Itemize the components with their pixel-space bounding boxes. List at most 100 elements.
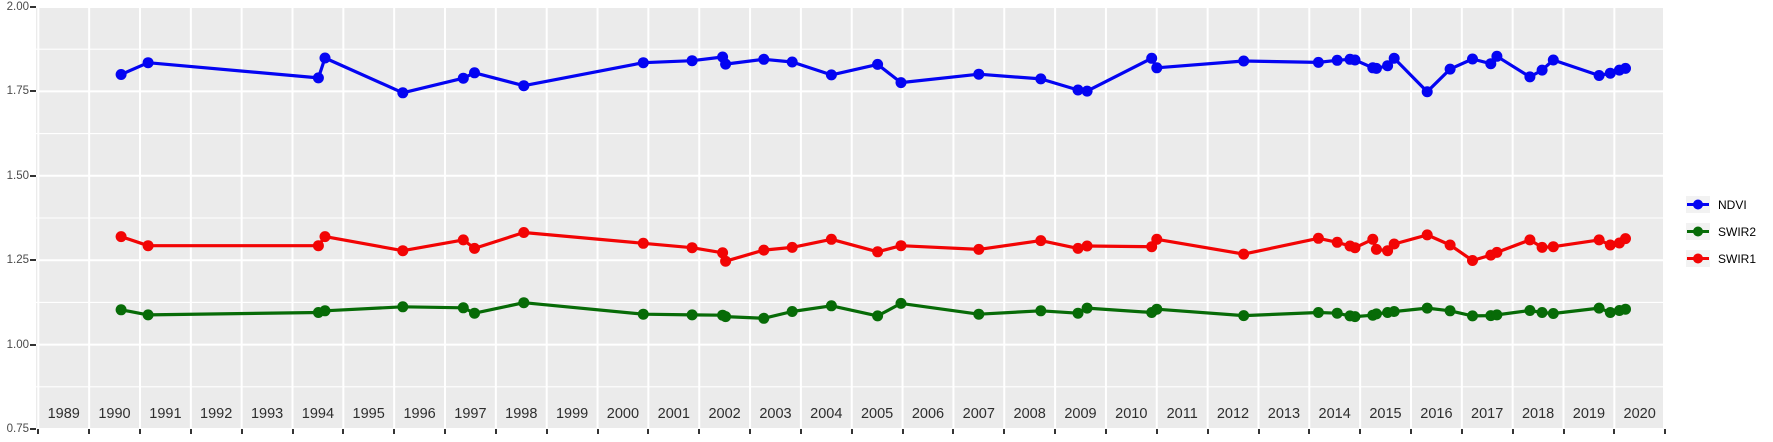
x-tick xyxy=(1410,429,1412,434)
y-tick-label: 0.75 xyxy=(6,423,29,435)
point-swir2 xyxy=(825,300,837,312)
point-swir2 xyxy=(786,306,798,317)
point-swir1 xyxy=(1151,233,1163,245)
x-tick-label: 1995 xyxy=(352,406,385,422)
x-tick-label: 2012 xyxy=(1216,406,1250,422)
point-ndvi xyxy=(825,69,837,81)
point-ndvi xyxy=(1547,54,1559,66)
plot-area xyxy=(36,7,1663,429)
point-swir2 xyxy=(872,310,884,322)
point-ndvi xyxy=(397,87,409,99)
point-swir1 xyxy=(686,242,698,254)
point-ndvi xyxy=(1370,62,1382,74)
point-ndvi xyxy=(312,72,324,84)
point-swir2 xyxy=(1388,306,1400,317)
point-swir2 xyxy=(1536,307,1548,318)
point-swir2 xyxy=(686,309,698,321)
point-swir1 xyxy=(312,240,324,252)
legend: NDVI SWIR2 SWIR1 xyxy=(1686,196,1756,277)
point-ndvi xyxy=(1491,50,1503,62)
x-tick xyxy=(749,429,752,434)
x-tick xyxy=(596,429,599,434)
x-tick xyxy=(1257,429,1260,434)
point-ndvi xyxy=(1388,52,1400,64)
x-tick-label: 2019 xyxy=(1572,406,1606,422)
x-tick-label: 2016 xyxy=(1420,406,1453,422)
point-ndvi xyxy=(1421,86,1433,98)
point-swir2 xyxy=(397,301,409,313)
x-tick xyxy=(189,429,192,434)
point-swir1 xyxy=(1593,234,1605,246)
y-tick xyxy=(30,259,36,262)
point-ndvi xyxy=(1312,56,1324,68)
point-swir1 xyxy=(115,231,127,243)
x-tick xyxy=(1460,429,1463,434)
legend-key-point xyxy=(1693,199,1703,210)
legend-key-swir1 xyxy=(1686,250,1710,267)
legend-key-swir2 xyxy=(1686,223,1710,240)
x-tick xyxy=(1104,429,1107,434)
point-swir2 xyxy=(1370,308,1382,320)
point-ndvi xyxy=(1524,71,1536,83)
x-tick-label: 1993 xyxy=(250,406,284,422)
x-tick-label: 1989 xyxy=(47,406,80,422)
point-ndvi xyxy=(1331,54,1343,66)
x-tick xyxy=(952,429,955,434)
x-tick xyxy=(1054,429,1057,434)
y-tick xyxy=(30,174,36,177)
point-swir1 xyxy=(1388,238,1400,250)
point-ndvi xyxy=(1146,52,1158,64)
x-tick-label: 2004 xyxy=(810,406,843,422)
y-tick-label: 1.25 xyxy=(6,254,29,267)
point-swir2 xyxy=(1035,305,1047,317)
point-swir2 xyxy=(1421,302,1433,314)
point-swir1 xyxy=(786,241,798,253)
point-swir1 xyxy=(758,244,770,256)
point-ndvi xyxy=(1604,67,1616,79)
x-tick xyxy=(37,429,40,434)
x-tick-label: 1999 xyxy=(555,406,589,422)
point-ndvi xyxy=(1485,58,1497,70)
x-tick xyxy=(1511,429,1514,434)
point-ndvi xyxy=(469,67,480,79)
x-tick-label: 1990 xyxy=(98,406,131,422)
point-swir1 xyxy=(1547,241,1559,253)
point-swir1 xyxy=(1370,243,1382,255)
point-ndvi xyxy=(1349,54,1361,66)
point-swir2 xyxy=(142,309,154,321)
point-swir2 xyxy=(518,297,530,309)
x-tick-label: 2006 xyxy=(911,406,945,422)
point-ndvi xyxy=(142,57,154,69)
point-swir2 xyxy=(1312,307,1324,318)
point-swir1 xyxy=(518,227,530,238)
x-tick-label: 1991 xyxy=(149,406,182,422)
plot-panel: 1989 1990 1991 1992 1993 1994 1995 1996 1997 1998… xyxy=(36,7,1663,429)
point-ndvi xyxy=(758,53,770,65)
y-tick-label: 1.50 xyxy=(6,169,29,182)
x-tick xyxy=(698,429,701,434)
x-tick-label: 2015 xyxy=(1369,406,1402,422)
point-ndvi xyxy=(895,77,907,89)
point-swir2 xyxy=(1238,310,1250,322)
point-swir2 xyxy=(973,308,985,320)
point-swir2 xyxy=(1467,310,1478,322)
point-ndvi xyxy=(1536,64,1548,76)
point-swir1 xyxy=(1467,255,1478,266)
point-swir1 xyxy=(1382,245,1394,257)
point-swir1 xyxy=(1604,239,1616,251)
y-tick xyxy=(30,90,36,93)
x-tick-label: 2008 xyxy=(1013,406,1046,422)
point-ndvi xyxy=(1035,73,1047,85)
point-swir2 xyxy=(469,307,480,319)
point-ndvi xyxy=(1467,53,1478,65)
point-ndvi xyxy=(973,68,985,80)
x-tick-label: 2000 xyxy=(606,406,640,422)
point-swir2 xyxy=(1547,308,1559,319)
point-swir2 xyxy=(1604,307,1616,318)
point-swir2 xyxy=(457,302,469,314)
point-swir1 xyxy=(457,234,469,246)
point-swir1 xyxy=(1349,242,1361,254)
x-tick-label: 2014 xyxy=(1318,406,1351,422)
point-swir1 xyxy=(637,237,649,249)
